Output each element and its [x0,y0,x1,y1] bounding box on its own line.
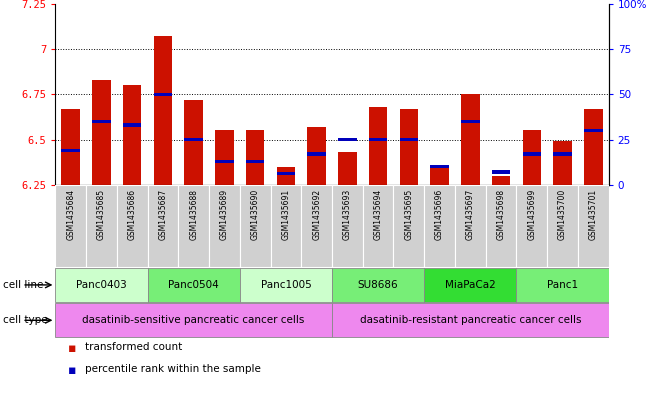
Bar [332,268,424,302]
Text: GSM1435697: GSM1435697 [466,189,475,240]
Text: GSM1435686: GSM1435686 [128,189,137,240]
Bar [277,172,295,176]
Bar [148,268,240,302]
Bar [215,130,234,185]
Bar [61,149,80,152]
Bar [240,268,332,302]
Bar [430,167,449,185]
Bar [461,94,480,185]
Bar [117,185,148,267]
Bar [123,85,141,185]
Text: transformed count: transformed count [85,342,182,352]
Text: SU8686: SU8686 [358,280,398,290]
Text: GSM1435692: GSM1435692 [312,189,321,240]
Bar [178,185,209,267]
Bar [301,185,332,267]
Text: Panc0504: Panc0504 [169,280,219,290]
Bar [246,160,264,163]
Bar [332,303,609,337]
Text: GSM1435694: GSM1435694 [374,189,383,240]
Bar [61,109,80,185]
Text: ▪: ▪ [68,342,81,355]
Bar [92,120,111,123]
Text: GSM1435701: GSM1435701 [589,189,598,240]
Bar [578,185,609,267]
Text: dasatinib-sensitive pancreatic cancer cells: dasatinib-sensitive pancreatic cancer ce… [83,315,305,325]
Bar [332,185,363,267]
Bar [369,107,387,185]
Bar [393,185,424,267]
Text: GSM1435685: GSM1435685 [97,189,106,240]
Bar [492,176,510,185]
Text: GSM1435700: GSM1435700 [558,189,567,240]
Bar [55,268,148,302]
Text: dasatinib-resistant pancreatic cancer cells: dasatinib-resistant pancreatic cancer ce… [359,315,581,325]
Text: GSM1435687: GSM1435687 [158,189,167,240]
Text: GSM1435693: GSM1435693 [343,189,352,240]
Text: Panc0403: Panc0403 [76,280,127,290]
Bar [400,109,418,185]
Bar [148,185,178,267]
Bar [430,165,449,168]
Bar [246,130,264,185]
Bar [523,130,541,185]
Bar [492,171,510,174]
Bar [154,93,172,96]
Text: GSM1435690: GSM1435690 [251,189,260,240]
Bar [400,138,418,141]
Bar [363,185,393,267]
Bar [584,109,603,185]
Bar [184,100,203,185]
Bar [307,127,326,185]
Text: Panc1: Panc1 [547,280,578,290]
Text: MiaPaCa2: MiaPaCa2 [445,280,495,290]
Bar [547,185,578,267]
Text: cell type: cell type [3,315,48,325]
Bar [369,138,387,141]
Bar [307,152,326,156]
Bar [86,185,117,267]
Text: GSM1435695: GSM1435695 [404,189,413,240]
Text: percentile rank within the sample: percentile rank within the sample [85,364,260,373]
Bar [553,141,572,185]
Bar [584,129,603,132]
Bar [461,120,480,123]
Bar [240,185,271,267]
Text: GSM1435689: GSM1435689 [220,189,229,240]
Bar [215,160,234,163]
Bar [92,80,111,185]
Text: GSM1435691: GSM1435691 [281,189,290,240]
Text: Panc1005: Panc1005 [260,280,311,290]
Bar [209,185,240,267]
Bar [424,185,455,267]
Bar [55,303,332,337]
Bar [277,167,295,185]
Bar [338,152,357,185]
Text: GSM1435698: GSM1435698 [497,189,506,240]
Bar [55,185,86,267]
Text: GSM1435688: GSM1435688 [189,189,198,240]
Text: GSM1435696: GSM1435696 [435,189,444,240]
Text: cell line: cell line [3,280,44,290]
Text: ▪: ▪ [68,364,81,376]
Text: GSM1435699: GSM1435699 [527,189,536,240]
Bar [553,152,572,156]
Bar [516,185,547,267]
Bar [154,37,172,185]
Bar [184,138,203,141]
Bar [516,268,609,302]
Bar [123,123,141,127]
Bar [455,185,486,267]
Text: GSM1435684: GSM1435684 [66,189,76,240]
Bar [338,138,357,141]
Bar [424,268,516,302]
Bar [523,152,541,156]
Bar [486,185,516,267]
Bar [271,185,301,267]
